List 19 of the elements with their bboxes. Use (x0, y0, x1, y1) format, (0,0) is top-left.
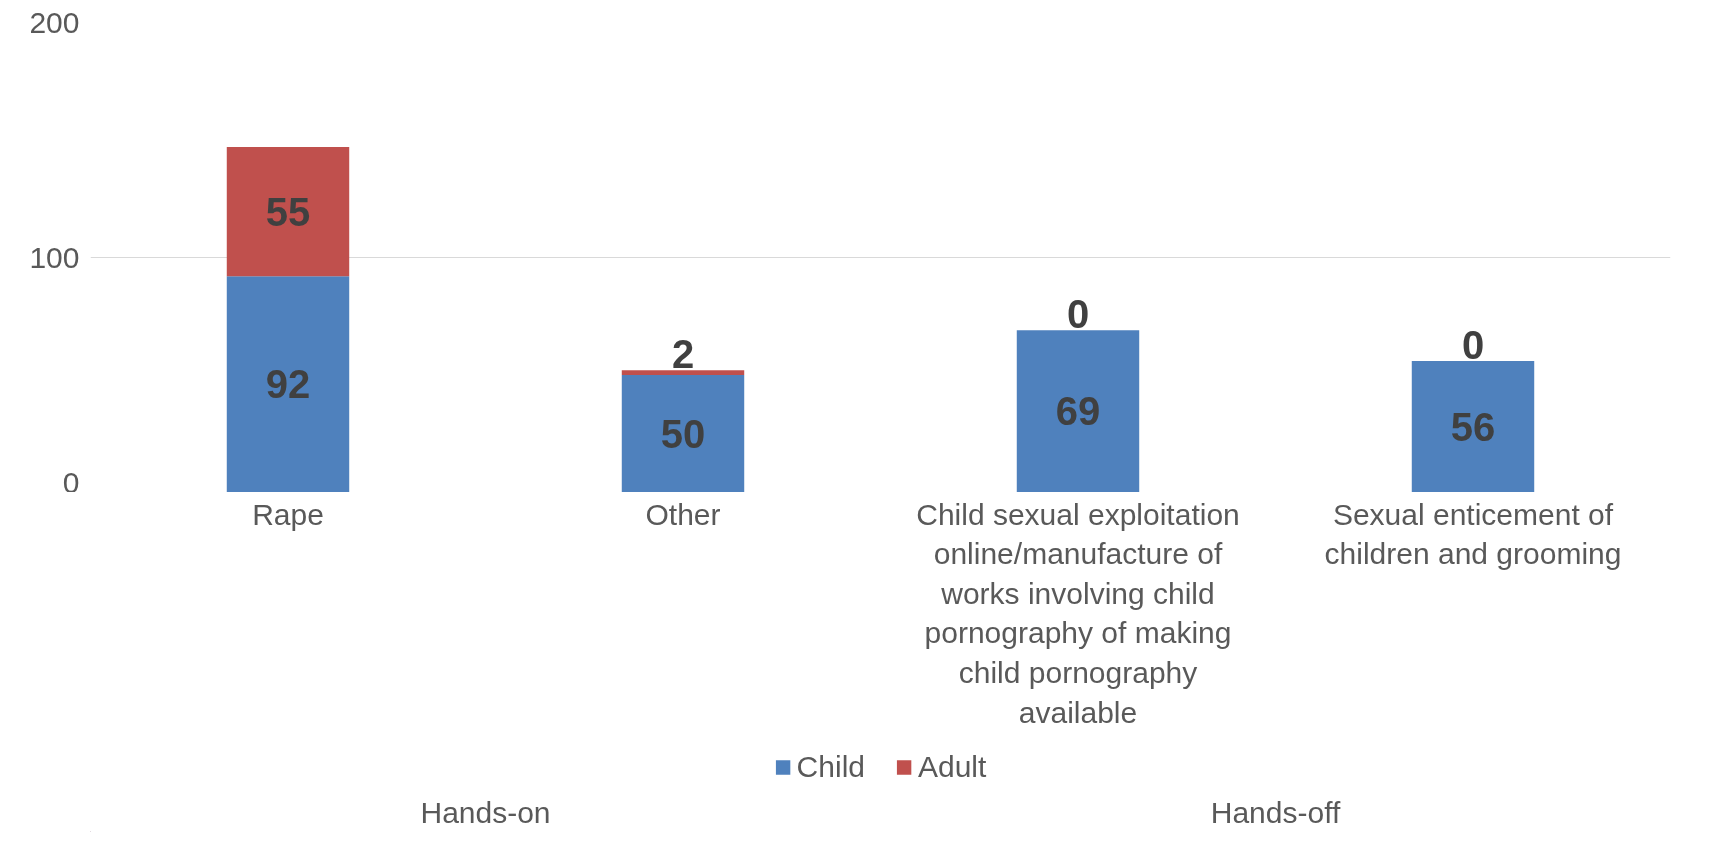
x-tick-label: Child sexual exploitation online/manufacture of works involving child pornography of making child pornography available (916, 497, 1240, 729)
text: Hands-on (420, 795, 551, 829)
data-label: 69 (1055, 389, 1101, 434)
data-label: 2 (671, 332, 695, 377)
data-label: 0 (1066, 292, 1090, 337)
y-tick-label: 100 (29, 240, 80, 274)
data-label: 0 (1461, 322, 1485, 367)
x-tick-label: Rape (252, 497, 324, 531)
y-tick-label: 200 (29, 5, 80, 39)
data-label: 92 (265, 362, 311, 407)
legend-label: Adult (917, 750, 987, 784)
text: Hands-off (1210, 795, 1341, 829)
data-label: 56 (1450, 404, 1496, 449)
x-tick-label: Sexual enticement of children and grooming (1324, 497, 1622, 571)
data-label: 50 (660, 411, 706, 456)
data-label: 55 (265, 189, 311, 234)
x-tick-label: Other (645, 497, 721, 531)
legend-label: Child (796, 750, 865, 784)
y-tick-label: 0 (62, 465, 80, 499)
